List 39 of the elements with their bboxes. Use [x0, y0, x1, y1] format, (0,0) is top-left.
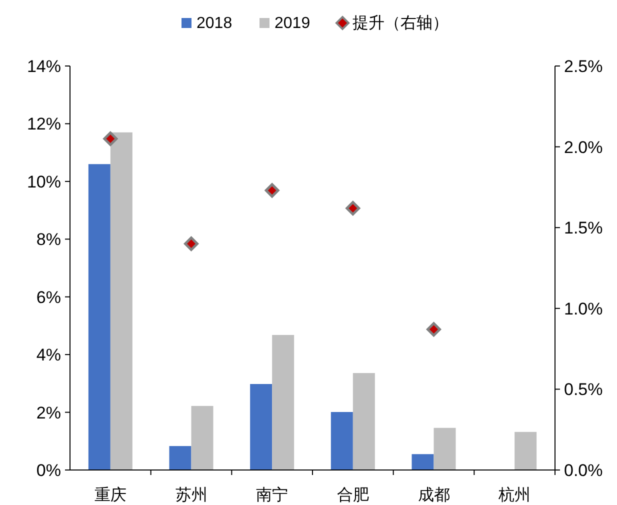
- y-tick-label: 8%: [36, 230, 61, 250]
- legend-label: 2018: [196, 15, 232, 32]
- point: [346, 200, 360, 216]
- point: [103, 131, 118, 146]
- y2-tick-label: 0.5%: [564, 380, 603, 400]
- bar: [110, 132, 132, 470]
- y-tick-label: 14%: [26, 57, 61, 76]
- x-tick-label: 合肥: [336, 486, 369, 504]
- bar: [250, 384, 272, 470]
- legend-label: 2019: [274, 15, 310, 32]
- point: [264, 183, 280, 198]
- y2-tick-label: 0.0%: [564, 461, 603, 480]
- bar: [412, 454, 434, 470]
- y2-tick-label: 1.5%: [564, 218, 603, 238]
- y2-tick-label: 2.0%: [564, 138, 603, 157]
- x-tick-label: 重庆: [94, 486, 126, 504]
- x-tick-label: 成都: [418, 486, 450, 504]
- legend-label: 提升（右轴）: [352, 14, 448, 32]
- x-tick-label: 苏州: [175, 486, 208, 504]
- point: [426, 322, 441, 337]
- bar: [352, 373, 375, 470]
- y2-tick-label: 1.0%: [564, 299, 603, 318]
- y-tick-label: 4%: [36, 346, 61, 365]
- bar: [514, 432, 537, 470]
- x-tick-label: 南宁: [256, 486, 288, 504]
- bar: [272, 334, 294, 470]
- bar: [330, 412, 353, 470]
- bar: [88, 164, 110, 470]
- y-tick-label: 10%: [26, 172, 61, 192]
- y-tick-label: 12%: [26, 114, 61, 134]
- y-tick-label: 6%: [36, 288, 61, 307]
- point: [184, 236, 198, 252]
- y-tick-label: 2%: [36, 403, 61, 422]
- y2-tick-label: 2.5%: [564, 57, 603, 76]
- y-tick-label: 0%: [36, 461, 61, 480]
- bar: [191, 406, 214, 470]
- x-tick-label: 杭州: [498, 486, 531, 504]
- bar: [434, 428, 456, 470]
- bar: [169, 446, 192, 470]
